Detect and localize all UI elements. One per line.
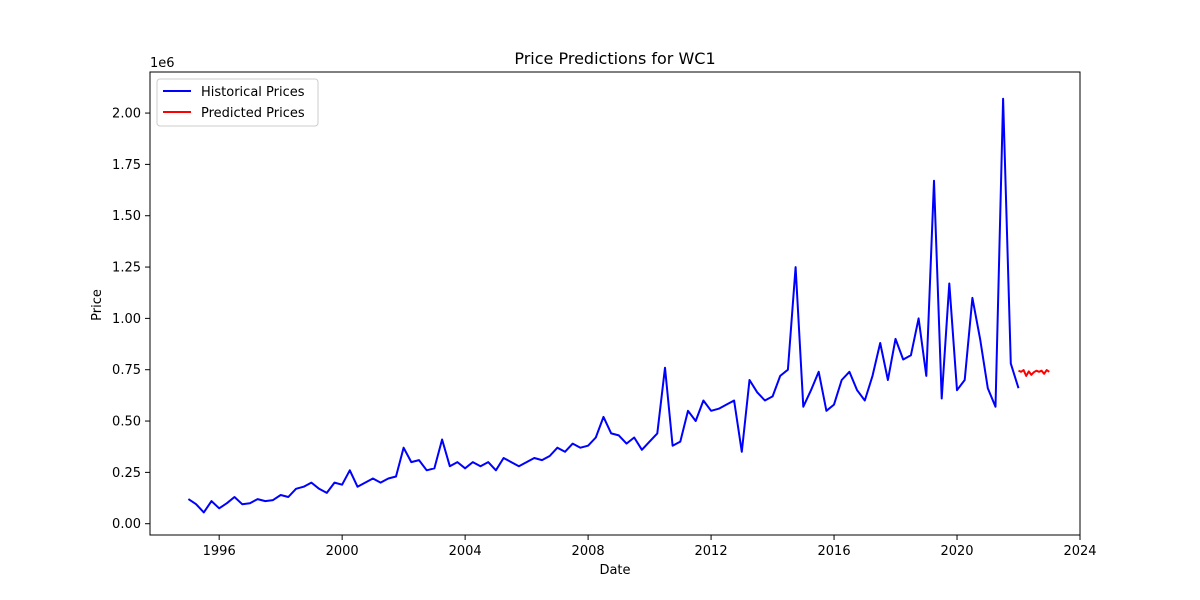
x-tick-label: 1996: [203, 544, 236, 559]
y-tick-label: 0.50: [112, 415, 141, 430]
x-tick-label: 2008: [572, 544, 605, 559]
x-axis-title: Date: [599, 563, 630, 578]
x-tick-label: 2012: [695, 544, 728, 559]
series-line-predicted: [1018, 369, 1050, 377]
legend-label: Historical Prices: [201, 85, 305, 100]
y-tick-label: 1.75: [112, 158, 141, 173]
y-axis-title: Price: [90, 289, 105, 321]
series-line-historical: [187, 97, 1020, 514]
legend: Historical Prices Predicted Prices: [156, 78, 319, 127]
y-tick-label: 1.00: [112, 312, 141, 327]
chart-title: Price Predictions for WC1: [514, 49, 715, 68]
legend-label: Predicted Prices: [201, 106, 305, 121]
x-tick-label: 2000: [326, 544, 359, 559]
x-tick-label: 2020: [940, 544, 973, 559]
legend-box: [156, 78, 319, 127]
x-tick-label: 2016: [818, 544, 851, 559]
plot-area: 1996 2000 2004 2008 2012 2016 2020 2024 0.00 0.25…: [112, 71, 1097, 559]
plot-frame: [149, 71, 1081, 536]
x-tick-label: 2004: [449, 544, 482, 559]
x-tick-label: 2024: [1063, 544, 1096, 559]
y-tick-label: 0.00: [112, 517, 141, 532]
y-tick-label: 1.50: [112, 209, 141, 224]
y-tick-label: 2.00: [112, 107, 141, 122]
y-tick-label: 0.75: [112, 363, 141, 378]
y-tick-label: 1.25: [112, 261, 141, 276]
y-offset-label: 1e6: [150, 56, 175, 71]
y-tick-label: 0.25: [112, 466, 141, 481]
